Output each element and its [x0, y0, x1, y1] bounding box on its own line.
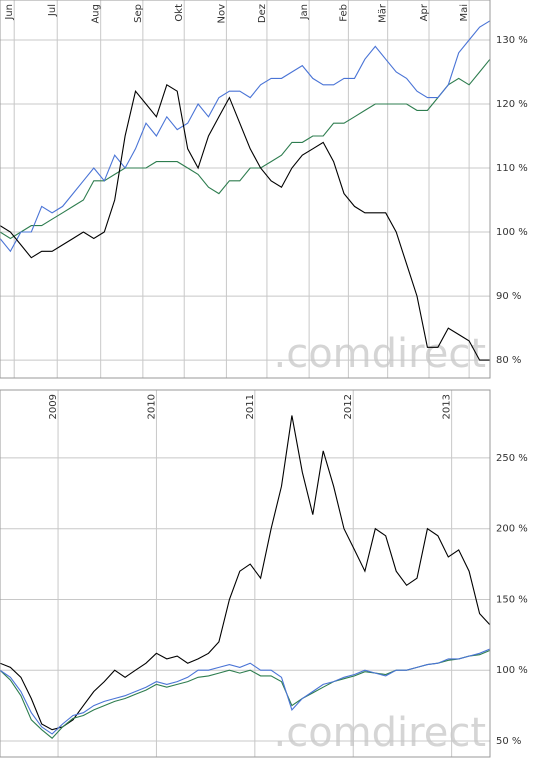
y-tick-label: 50 %	[496, 736, 521, 747]
x-tick-label: Jan	[299, 4, 310, 20]
x-tick-label: Mär	[378, 3, 389, 23]
y-tick-label: 200 %	[496, 524, 528, 535]
y-tick-label: 150 %	[496, 594, 528, 605]
plot-frame	[0, 0, 491, 379]
y-tick-label: 120 %	[496, 99, 528, 110]
x-tick-label: Dez	[257, 4, 268, 23]
y-tick-label: 130 %	[496, 35, 528, 46]
x-tick-label: 2010	[146, 394, 157, 419]
x-tick-label: Nov	[216, 4, 227, 24]
x-tick-label: Mai	[459, 4, 470, 22]
y-tick-label: 110 %	[496, 163, 528, 174]
x-tick-label: 2012	[343, 394, 354, 419]
y-tick-label: 80 %	[496, 355, 521, 366]
x-tick-label: 2013	[442, 394, 453, 419]
watermark: .comdirect	[274, 331, 487, 377]
x-tick-label: Jun	[4, 4, 15, 21]
watermark: .comdirect	[274, 710, 487, 756]
x-tick-label: Aug	[91, 4, 102, 24]
x-tick-label: Sep	[133, 4, 144, 23]
y-tick-label: 90 %	[496, 291, 521, 302]
data-line	[0, 648, 491, 735]
y-tick-label: 100 %	[496, 665, 528, 676]
data-line	[0, 58, 491, 240]
x-tick-label: Jul	[47, 4, 58, 17]
x-tick-label: 2009	[48, 394, 59, 419]
data-line	[0, 20, 491, 253]
x-tick-label: 2011	[245, 394, 256, 419]
x-tick-label: Feb	[338, 4, 349, 22]
data-line	[0, 415, 491, 731]
plot-frame	[0, 389, 491, 758]
y-tick-label: 100 %	[496, 227, 528, 238]
x-tick-label: Okt	[174, 4, 185, 22]
x-tick-label: Apr	[419, 3, 430, 21]
y-tick-label: 250 %	[496, 453, 528, 464]
data-line	[0, 83, 490, 361]
